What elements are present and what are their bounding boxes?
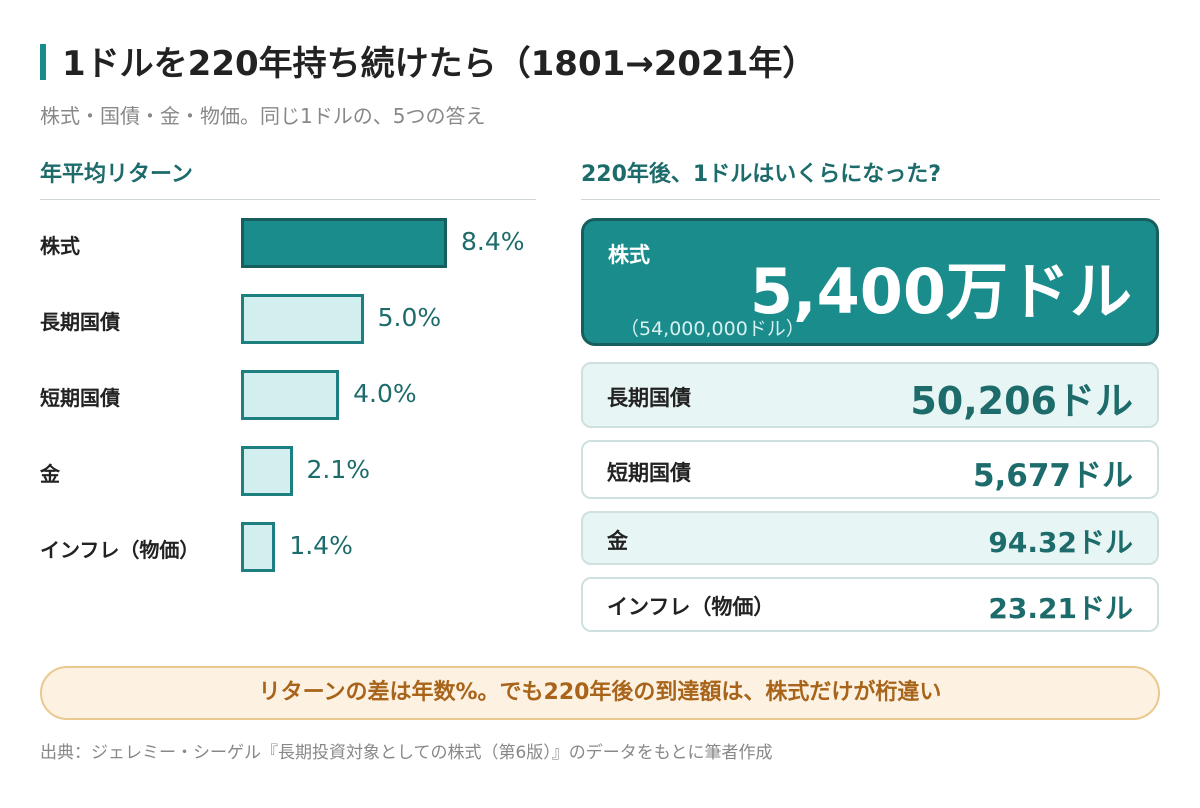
- result-label: インフレ（物価）: [607, 595, 775, 619]
- result-card-stocks: 株式 5,400万ドル （54,000,000ドル）: [581, 218, 1159, 346]
- result-card-inflation: インフレ（物価） 23.21ドル: [581, 577, 1159, 632]
- left-section-heading: 年平均リターン: [40, 162, 193, 187]
- bar: [241, 218, 447, 268]
- result-label: 長期国債: [607, 386, 691, 410]
- right-section-heading: 220年後、1ドルはいくらになった?: [581, 162, 941, 187]
- result-label: 株式: [608, 243, 650, 267]
- right-divider: [581, 199, 1160, 200]
- bar: [241, 446, 293, 496]
- bar: [241, 294, 364, 344]
- result-subvalue: （54,000,000ドル）: [620, 318, 805, 340]
- bar-category-label: 短期国債: [40, 386, 120, 410]
- bar: [241, 522, 276, 572]
- result-card-gold: 金 94.32ドル: [581, 511, 1159, 565]
- result-card-long-bonds: 長期国債 50,206ドル: [581, 362, 1159, 428]
- bar-value-label: 8.4%: [461, 227, 525, 256]
- result-value: 5,677ドル: [972, 458, 1133, 494]
- left-divider: [40, 199, 536, 200]
- takeaway-note: リターンの差は年数%。でも220年後の到達額は、株式だけが桁違い: [40, 666, 1160, 720]
- result-label: 短期国債: [607, 461, 691, 485]
- bar-category-label: インフレ（物価）: [40, 538, 200, 562]
- result-value: 23.21ドル: [988, 592, 1133, 625]
- result-card-short-bonds: 短期国債 5,677ドル: [581, 440, 1159, 499]
- source-credit: 出典：ジェレミー・シーゲル『長期投資対象としての株式（第6版）』のデータをもとに…: [40, 743, 773, 763]
- bar-category-label: 株式: [40, 234, 80, 258]
- bar-value-label: 1.4%: [289, 531, 353, 560]
- bar: [241, 370, 340, 420]
- bar-category-label: 金: [40, 462, 60, 486]
- bar-value-label: 2.1%: [306, 455, 371, 484]
- result-value: 94.32ドル: [988, 526, 1133, 559]
- result-label: 金: [607, 529, 628, 553]
- result-value: 5,400万ドル: [749, 255, 1132, 328]
- title-accent-bar: [40, 44, 46, 80]
- result-value: 50,206ドル: [910, 379, 1133, 423]
- bar-value-label: 4.0%: [353, 379, 417, 408]
- bar-category-label: 長期国債: [40, 310, 120, 334]
- chart-title: 1ドルを220年持ち続けたら（1801→2021年）: [62, 44, 817, 84]
- bar-value-label: 5.0%: [377, 303, 442, 332]
- chart-subtitle: 株式・国債・金・物価。同じ1ドルの、5つの答え: [40, 104, 486, 128]
